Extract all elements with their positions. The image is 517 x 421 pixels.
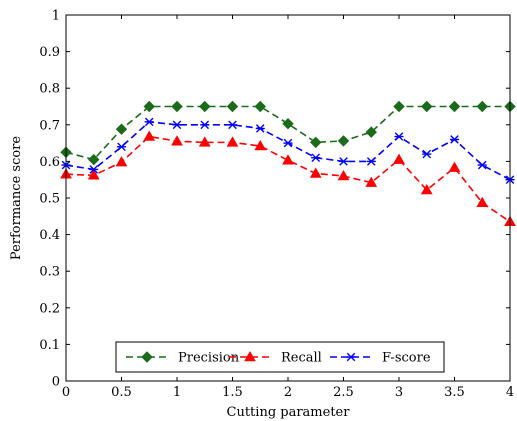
x-tick-label: 1.5 [222,385,243,400]
plot-series [60,100,516,227]
data-point-recall [171,135,183,146]
data-point-precision [476,100,488,113]
data-point-precision [337,135,350,147]
x-tick-labels: 0 0.5 1 1.5 2 2.5 3 3.5 4 [62,385,514,400]
plot-frame [65,14,511,382]
series-f-score [61,117,515,184]
data-point-precision [143,100,155,113]
data-point-f-score [283,138,293,148]
data-point-f-score [449,135,460,144]
data-point-recall [282,154,294,165]
data-point-precision [88,153,100,166]
data-point-f-score [338,157,349,166]
series-line-f-score [65,121,511,181]
data-point-f-score [144,117,154,127]
y-tick-label: 0.6 [39,155,60,170]
data-point-precision [421,100,433,113]
data-point-f-score [477,160,487,170]
data-point-recall [393,153,405,164]
legend-item-precision: Precision [126,351,240,366]
data-point-precision [199,100,211,113]
data-point-f-score [311,153,321,163]
data-point-recall [309,167,322,178]
y-tick-label: 0.3 [39,265,60,280]
data-point-recall [476,196,489,208]
legend-marker [141,351,153,363]
legend-box [115,341,445,373]
data-point-precision [226,100,239,113]
legend-label: Precision [178,351,240,366]
data-point-precision [115,123,128,135]
data-point-f-score [227,120,238,130]
series-precision [60,100,516,166]
data-point-recall [198,136,211,147]
data-point-recall [115,156,128,167]
data-point-precision [365,126,377,138]
data-point-precision [310,136,322,149]
data-point-precision [254,100,266,113]
data-point-f-score [394,132,404,141]
series-line-recall [65,135,511,223]
x-tick-label: 0.5 [111,385,132,400]
data-point-f-score [366,157,376,166]
y-tick-label: 0.1 [39,338,60,353]
data-point-recall [87,169,100,180]
legend-marker [244,350,256,362]
data-point-recall [448,161,461,172]
y-tick-label: 0.5 [39,192,60,207]
x-tick-label: 2 [284,385,292,400]
x-tick-label: 3 [395,385,403,400]
y-tick-labels: 0 0.1 0.2 0.3 0.4 0.5 0.6 0.7 0.8 0.9 1 [39,9,60,390]
legend-item-f-score: F-score [330,351,431,366]
y-tick-label: 1 [52,9,60,24]
data-point-f-score [116,142,127,152]
data-point-recall [254,140,267,151]
data-point-f-score [422,149,432,159]
axis-ticks [65,14,511,382]
data-point-f-score [255,124,265,133]
x-tick-label: 2.5 [333,385,354,400]
x-tick-label: 4 [506,385,514,400]
data-point-recall [226,136,239,147]
series-line-precision [65,105,510,161]
data-point-precision [171,100,183,113]
data-point-f-score [172,120,182,130]
x-axis-title: Cutting parameter [227,405,351,420]
x-tick-label: 0 [62,385,70,400]
legend-marker [346,352,356,362]
series-recall [60,130,516,227]
data-point-recall [365,176,378,187]
y-tick-label: 0.2 [39,301,60,316]
data-point-f-score [89,165,99,174]
legend-item-recall: Recall [229,351,322,366]
legend-label: Recall [281,351,322,366]
y-tick-label: 0.4 [39,228,60,243]
data-point-recall [143,130,156,141]
x-tick-label: 1 [173,385,181,400]
legend-label: F-score [382,351,431,366]
legend: Precision Recall F-score [115,341,445,373]
y-axis-title: Performance score [9,136,24,260]
data-point-recall [420,183,433,195]
y-tick-label: 0 [52,375,60,390]
data-point-precision [448,100,461,113]
y-tick-label: 0.7 [39,118,60,133]
y-tick-label: 0.8 [39,82,60,97]
y-tick-label: 0.9 [39,45,60,60]
data-point-f-score [200,120,210,130]
x-tick-label: 3.5 [444,385,465,400]
data-point-precision [393,100,405,113]
data-point-precision [282,117,294,130]
data-point-recall [337,170,350,181]
